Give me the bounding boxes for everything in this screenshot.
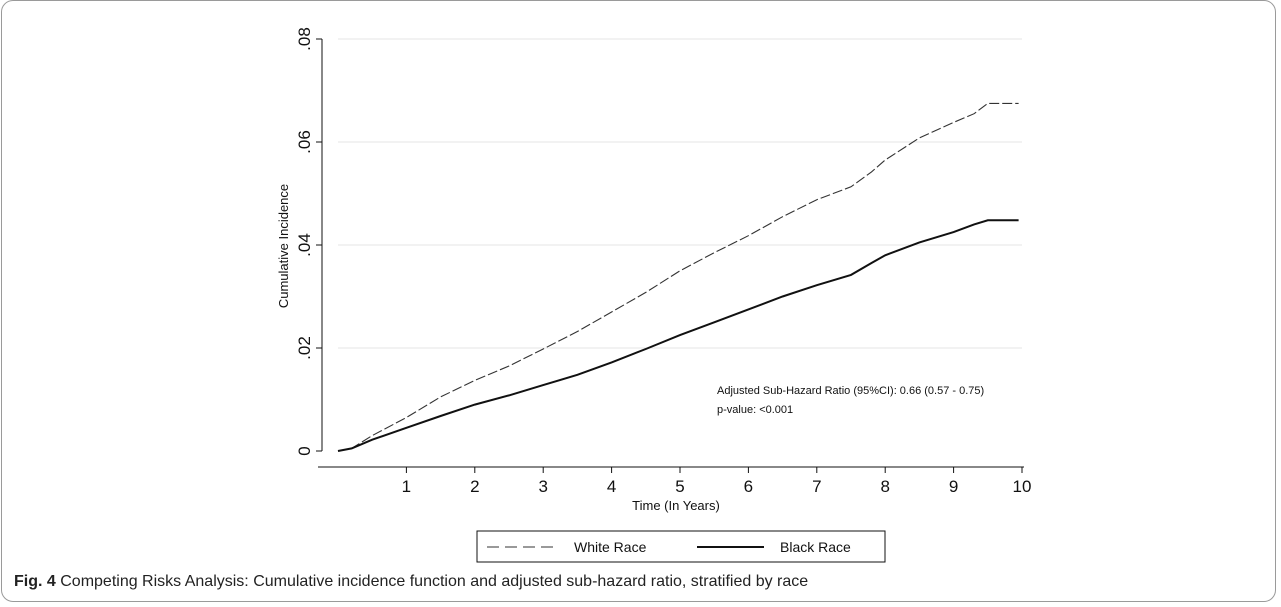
x-tick-label: 8: [880, 477, 889, 496]
x-tick-label: 10: [1013, 477, 1032, 496]
x-tick-label: 5: [675, 477, 684, 496]
y-axis-label: Cumulative Incidence: [276, 184, 291, 308]
legend-label: White Race: [574, 539, 647, 555]
tick-labels: 0 .02 .04 .06 .08 1 2 3 4 5 6 7 8 9 10: [295, 27, 1031, 496]
y-tick-label: .02: [295, 336, 314, 360]
y-tick-label: 0: [295, 446, 314, 455]
x-tick-label: 7: [812, 477, 821, 496]
x-tick-label: 3: [538, 477, 547, 496]
axes: [316, 38, 1024, 473]
y-tick-label: .04: [295, 233, 314, 257]
caption-text: Competing Risks Analysis: Cumulative inc…: [60, 573, 809, 590]
legend: White Race Black Race: [476, 530, 886, 563]
figure-caption: Fig. 4 Competing Risks Analysis: Cumulat…: [14, 573, 808, 591]
grid-lines: [338, 38, 1022, 349]
caption-label: Fig. 4: [14, 573, 56, 590]
annotation-line-2: p-value: <0.001: [717, 404, 793, 416]
legend-label: Black Race: [780, 539, 851, 555]
series-line-black-race: [337, 219, 1019, 452]
x-tick-label: 4: [607, 477, 616, 496]
series-line-white-race: [337, 102, 1019, 452]
annotation-line-1: Adjusted Sub-Hazard Ratio (95%CI): 0.66 …: [717, 385, 984, 397]
y-tick-label: .08: [295, 27, 314, 51]
x-tick-label: 1: [402, 477, 411, 496]
x-tick-label: 2: [470, 477, 479, 496]
x-tick-label: 9: [949, 477, 958, 496]
y-tick-label: .06: [295, 130, 314, 154]
x-tick-label: 6: [744, 477, 753, 496]
x-axis-label: Time (In Years): [632, 498, 720, 513]
series-lines: [337, 102, 1019, 452]
